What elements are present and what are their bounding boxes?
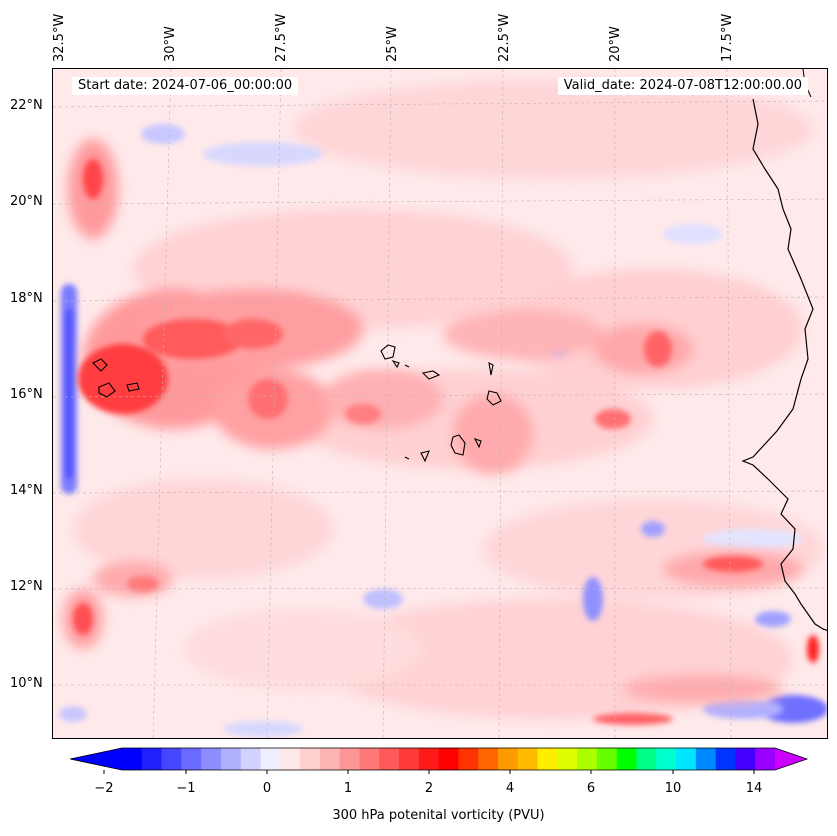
latitude-label: 14°N <box>10 483 43 498</box>
longitude-label: 25°W <box>385 26 400 62</box>
colorbar-segment <box>557 748 578 770</box>
colorbar-extend-low <box>70 748 122 770</box>
colorbar-segment <box>418 748 440 770</box>
colorbar-segment <box>339 748 360 770</box>
longitude-label: 32.5°W <box>52 13 67 62</box>
coastline-west-africa <box>741 98 827 631</box>
colorbar-tick-label: 10 <box>664 781 682 796</box>
colorbar-tick-label: 0 <box>262 781 272 796</box>
colorbar-segment <box>735 748 756 770</box>
colorbar-segment <box>676 748 697 770</box>
colorbar-segment <box>438 748 459 770</box>
latitude-label: 16°N <box>10 387 43 402</box>
colorbar-segment <box>636 748 657 770</box>
colorbar-segment <box>715 748 736 770</box>
colorbar-segment <box>280 748 301 770</box>
cape-verde-islands <box>380 344 502 463</box>
colorbar-segment <box>359 748 380 770</box>
colorbar <box>70 747 809 774</box>
colorbar-tick-label: 4 <box>505 781 515 796</box>
colorbar-segment <box>695 748 717 770</box>
colorbar-segment <box>319 748 341 770</box>
colorbar-segment <box>122 748 143 770</box>
colorbar-outline <box>70 747 809 771</box>
colorbar-segment <box>656 748 677 770</box>
latitude-label: 12°N <box>10 579 43 594</box>
colorbar-segment <box>517 748 539 770</box>
colorbar-segment <box>379 748 400 770</box>
colorbar-tick-label: 14 <box>745 781 763 796</box>
colorbar-segment <box>537 748 558 770</box>
colorbar-segment <box>577 748 598 770</box>
colorbar-segment <box>458 748 479 770</box>
latitude-label: 20°N <box>10 194 43 209</box>
colorbar-segment <box>596 748 618 770</box>
longitude-label: 30°W <box>163 26 178 62</box>
colorbar-segment <box>161 748 182 770</box>
longitude-label: 20°W <box>608 26 623 62</box>
pv-field-negative <box>59 124 827 737</box>
colorbar-segment <box>201 748 222 770</box>
colorbar-segment <box>497 748 519 770</box>
western-island-contours <box>92 358 140 398</box>
colorbar-tick-label: −2 <box>94 781 114 796</box>
graticule <box>53 69 827 738</box>
pv-map <box>53 69 827 738</box>
colorbar-segment <box>141 748 163 770</box>
longitude-label: 27.5°W <box>274 13 289 62</box>
colorbar-tick-label: −1 <box>176 781 196 796</box>
map-panel <box>52 68 828 739</box>
latitude-label: 22°N <box>10 98 43 113</box>
colorbar-tick-label: 2 <box>424 781 434 796</box>
colorbar-segment <box>240 748 262 770</box>
colorbar-segment <box>220 748 242 770</box>
colorbar-segment <box>181 748 202 770</box>
start-date-label: Start date: 2024-07-06_00:00:00 <box>72 77 299 95</box>
longitude-label: 22.5°W <box>497 13 512 62</box>
colorbar-segment <box>399 748 420 770</box>
colorbar-segment <box>300 748 321 770</box>
colorbar-tick-label: 1 <box>343 781 353 796</box>
colorbar-segment <box>616 748 637 770</box>
valid-date-label: Valid_date: 2024-07-08T12:00:00.00 <box>557 77 808 95</box>
latitude-label: 18°N <box>10 291 43 306</box>
colorbar-segment <box>755 748 776 770</box>
colorbar-segment <box>478 748 499 770</box>
colorbar-segment <box>260 748 281 770</box>
colorbar-extend-high <box>775 748 807 770</box>
colorbar-tick-label: 6 <box>586 781 596 796</box>
longitude-label: 17.5°W <box>720 13 735 62</box>
latitude-label: 10°N <box>10 676 43 691</box>
colorbar-label: 300 hPa potenital vorticity (PVU) <box>332 808 545 823</box>
